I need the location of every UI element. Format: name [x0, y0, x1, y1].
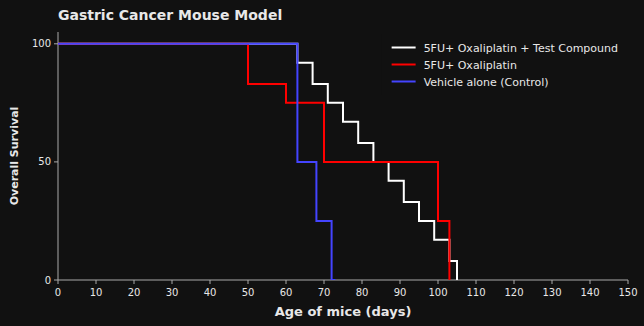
x-tick — [438, 280, 439, 284]
x-tick-label: 140 — [580, 287, 599, 298]
chart: Gastric Cancer Mouse Model 0 10 20 30 40 50 60 7… — [0, 0, 644, 326]
legend-label: 5FU+ Oxaliplatin — [424, 59, 517, 72]
y-tick-label: 50 — [38, 156, 51, 167]
legend-swatch — [392, 47, 416, 49]
legend: 5FU+ Oxaliplatin + Test Compound 5FU+ Oxa… — [382, 34, 628, 95]
legend-label: 5FU+ Oxaliplatin + Test Compound — [424, 42, 618, 55]
x-tick — [400, 280, 401, 284]
y-axis-label: Overall Survival — [8, 107, 21, 206]
x-tick-label: 30 — [166, 287, 179, 298]
x-tick-label: 120 — [504, 287, 523, 298]
x-tick — [362, 280, 363, 284]
x-tick-label: 80 — [356, 287, 369, 298]
x-tick — [58, 280, 59, 284]
x-tick-label: 90 — [394, 287, 407, 298]
y-tick — [54, 161, 58, 162]
x-tick — [514, 280, 515, 284]
legend-label: Vehicle alone (Control) — [424, 76, 549, 89]
x-tick-label: 70 — [318, 287, 331, 298]
x-tick — [248, 280, 249, 284]
y-tick-label: 0 — [45, 275, 51, 286]
x-tick-label: 100 — [428, 287, 447, 298]
x-tick-label: 130 — [542, 287, 561, 298]
x-tick-label: 60 — [280, 287, 293, 298]
background — [0, 0, 644, 326]
x-tick-label: 10 — [90, 287, 103, 298]
y-axis-line — [58, 32, 59, 280]
legend-swatch — [392, 64, 416, 66]
x-tick — [628, 280, 629, 284]
series-line — [58, 44, 335, 280]
title: Gastric Cancer Mouse Model — [58, 7, 282, 23]
x-tick — [172, 280, 173, 284]
y-tick-label: 100 — [32, 38, 51, 49]
x-axis-line — [58, 280, 628, 281]
x-tick — [552, 280, 553, 284]
legend-box — [382, 34, 628, 95]
y-tick — [54, 43, 58, 44]
x-tick — [324, 280, 325, 284]
x-tick-label: 50 — [242, 287, 255, 298]
x-tick — [134, 280, 135, 284]
x-tick — [590, 280, 591, 284]
legend-swatch — [392, 81, 416, 83]
x-tick — [210, 280, 211, 284]
x-tick-label: 20 — [128, 287, 141, 298]
x-tick-label: 0 — [55, 287, 61, 298]
x-tick — [286, 280, 287, 284]
x-tick-label: 110 — [466, 287, 485, 298]
y-tick — [54, 280, 58, 281]
x-axis-label: Age of mice (days) — [275, 304, 412, 319]
x-tick-label: 40 — [204, 287, 217, 298]
x-tick-label: 150 — [618, 287, 637, 298]
x-tick — [476, 280, 477, 284]
x-tick — [96, 280, 97, 284]
